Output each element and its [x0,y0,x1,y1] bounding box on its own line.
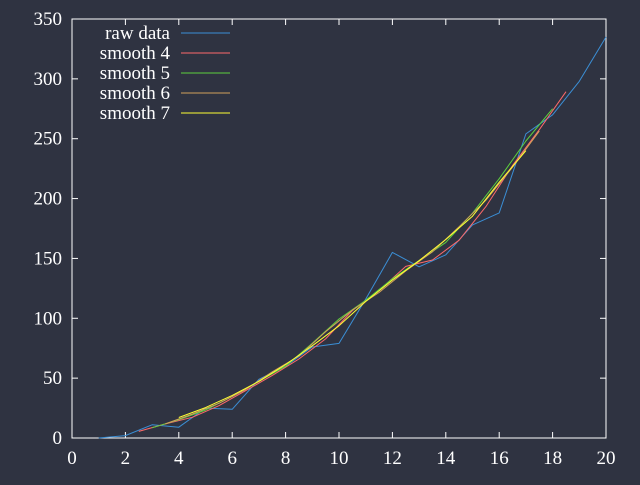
y-tick-label: 200 [34,189,63,210]
x-tick-label: 2 [121,448,131,469]
series-layer [98,36,607,439]
y-tick-label: 150 [34,248,63,269]
legend-label: raw data [105,23,170,44]
series-line-smooth-6 [165,130,540,425]
y-tick-label: 50 [43,368,62,389]
x-tick-label: 20 [597,448,616,469]
legend-label: smooth 5 [100,63,170,84]
y-tick-label: 0 [53,428,63,449]
x-tick-label: 4 [174,448,184,469]
legend-label: smooth 4 [100,43,171,64]
x-tick-label: 12 [383,448,402,469]
x-tick-label: 14 [436,448,456,469]
x-tick-label: 6 [227,448,237,469]
y-tick-label: 300 [34,69,63,90]
x-tick-label: 18 [543,448,562,469]
y-tick-label: 100 [34,308,63,329]
x-tick-label: 16 [490,448,509,469]
y-tick-label: 250 [34,129,63,150]
x-tick-label: 10 [330,448,349,469]
x-tick-label: 0 [67,448,77,469]
x-tick-label: 8 [281,448,291,469]
series-line-smooth-7 [178,150,527,418]
legend-label: smooth 7 [100,103,170,124]
y-tick-label: 350 [34,9,63,30]
legend-label: smooth 6 [100,83,170,104]
